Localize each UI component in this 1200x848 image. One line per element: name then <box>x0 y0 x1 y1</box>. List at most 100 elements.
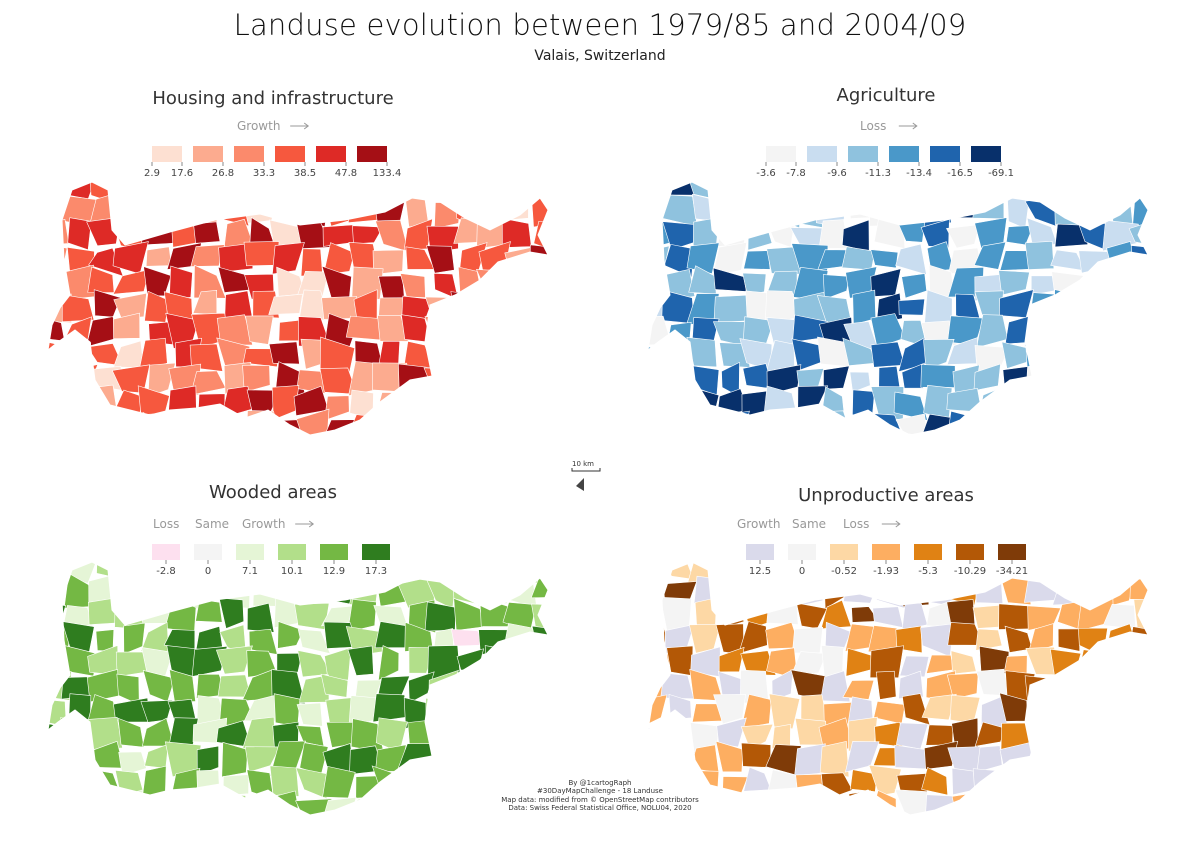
municipality <box>377 645 400 682</box>
panel-agriculture: Agriculture Loss -3.6 -7.8 -9.6 -11.3 -13.4 -1… <box>600 80 1200 450</box>
municipality <box>1078 182 1113 203</box>
municipality <box>372 693 408 723</box>
legend-wooded: Loss Same Growth -2.8 0 7.1 10.1 12.9 17.3 <box>0 514 600 574</box>
municipality <box>268 341 300 365</box>
municipality <box>1031 409 1056 435</box>
municipality <box>663 439 698 450</box>
municipality <box>946 224 981 249</box>
municipality <box>1050 794 1081 815</box>
municipality <box>894 789 929 815</box>
municipality <box>424 601 457 632</box>
municipality <box>247 602 275 633</box>
municipality <box>60 562 99 584</box>
municipality <box>715 433 743 435</box>
municipality <box>479 813 512 815</box>
municipality <box>479 437 513 450</box>
municipality <box>713 410 750 435</box>
municipality <box>739 576 775 600</box>
municipality <box>485 410 512 435</box>
municipality <box>898 193 927 225</box>
municipality <box>450 316 482 345</box>
municipality <box>378 275 405 302</box>
municipality <box>1076 649 1114 680</box>
municipality <box>503 698 537 726</box>
municipality <box>114 770 146 798</box>
municipality <box>1076 336 1114 373</box>
municipality <box>974 562 1010 585</box>
municipality <box>322 766 356 799</box>
municipality <box>451 340 486 371</box>
legend-break-label: 2.9 <box>144 168 160 176</box>
municipality <box>686 416 718 435</box>
municipality <box>506 314 540 345</box>
municipality <box>70 745 96 778</box>
municipality <box>142 562 174 581</box>
municipality <box>976 745 1003 773</box>
municipality <box>425 296 462 326</box>
municipality <box>928 439 958 450</box>
municipality <box>166 789 196 815</box>
municipality <box>1110 390 1139 419</box>
municipality <box>1000 816 1033 840</box>
municipality <box>503 676 537 705</box>
municipality <box>898 670 924 699</box>
municipality <box>740 723 774 750</box>
municipality <box>453 818 485 840</box>
municipality <box>478 669 514 701</box>
municipality <box>1103 266 1134 301</box>
municipality <box>324 647 352 681</box>
municipality <box>455 725 478 751</box>
legend-header: Same <box>195 517 229 531</box>
municipality <box>1050 774 1084 797</box>
legend-break-label: -69.1 <box>988 168 1014 176</box>
municipality <box>142 182 176 203</box>
municipality <box>868 764 902 796</box>
municipality <box>528 315 548 342</box>
municipality <box>1054 193 1086 227</box>
municipality <box>925 724 954 746</box>
legend-arrow-icon <box>295 520 315 528</box>
municipality <box>822 274 850 300</box>
municipality <box>506 413 532 435</box>
municipality <box>920 182 956 196</box>
municipality <box>139 438 171 450</box>
municipality <box>901 818 931 840</box>
legend-swatch <box>788 544 816 560</box>
municipality <box>112 312 141 339</box>
municipality <box>766 182 802 205</box>
choropleth-map-wooded <box>47 561 549 840</box>
legend-break-label: -16.5 <box>947 168 973 176</box>
legend-break-label: 0 <box>799 566 805 574</box>
municipality <box>662 370 692 394</box>
municipality <box>1027 693 1056 727</box>
legend-swatch <box>236 544 264 560</box>
municipality <box>686 242 720 275</box>
legend-break-label: 0 <box>205 566 211 574</box>
municipality <box>1110 717 1134 746</box>
municipality <box>138 795 173 815</box>
municipality <box>195 598 223 623</box>
municipality <box>397 182 426 200</box>
municipality <box>508 182 537 202</box>
municipality <box>197 412 220 435</box>
municipality <box>847 415 877 435</box>
municipality <box>196 818 223 840</box>
choropleth-map-housing <box>47 181 549 450</box>
municipality <box>426 245 455 274</box>
municipality <box>1075 789 1111 815</box>
municipality <box>648 562 670 578</box>
municipality <box>648 362 673 389</box>
municipality <box>478 193 506 223</box>
municipality <box>321 818 353 840</box>
legend-header: Growth <box>242 517 285 531</box>
legend-swatch <box>998 544 1026 560</box>
municipality <box>797 385 829 417</box>
municipality <box>1050 721 1087 748</box>
municipality <box>48 434 72 435</box>
municipality <box>1004 314 1035 345</box>
municipality <box>745 195 773 229</box>
municipality <box>425 820 453 840</box>
municipality <box>192 789 227 815</box>
municipality <box>48 266 66 301</box>
municipality <box>477 362 511 398</box>
